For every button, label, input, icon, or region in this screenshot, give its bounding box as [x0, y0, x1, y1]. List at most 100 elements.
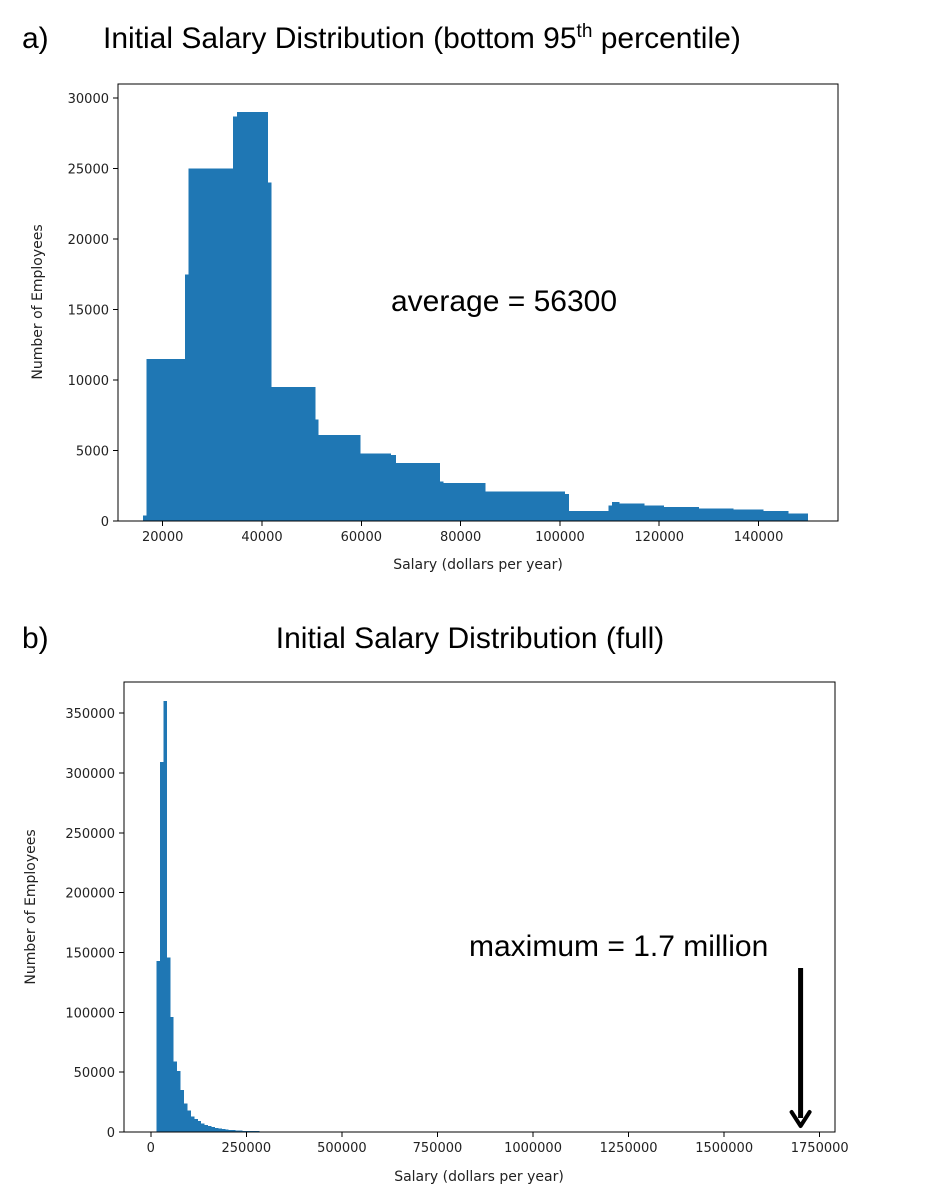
y-tick-label: 350000	[65, 707, 115, 722]
histogram-bar	[480, 482, 486, 521]
x-tick-label: 20000	[142, 530, 183, 545]
panel-a-axes-frame	[117, 83, 839, 522]
y-tick-label: 150000	[65, 946, 115, 961]
histogram-bar	[644, 505, 665, 521]
histogram-bar	[242, 1130, 251, 1132]
y-tick-label: 250000	[65, 827, 115, 842]
histogram-bar	[197, 1121, 202, 1132]
panel-b: b) Initial Salary Distribution (full) 0 2…	[22, 622, 849, 1185]
panel-a-title-main: Initial Salary Distribution (bottom 95	[103, 22, 577, 55]
panel-b-axes-frame	[123, 681, 836, 1133]
histogram-bar	[664, 506, 699, 521]
histogram-bar	[208, 1126, 212, 1132]
histogram-bar	[214, 1127, 219, 1132]
panel-b-y-ticks: 0 50000 100000 150000 200000 250000 300000 3500…	[65, 707, 124, 1141]
y-tick-label: 25000	[68, 163, 109, 178]
histogram-bar	[147, 358, 186, 521]
x-tick-label: 500000	[317, 1141, 367, 1156]
histogram-bar	[204, 1124, 209, 1132]
histogram-bar	[190, 1116, 195, 1132]
panel-b-x-ticks: 0 250000 500000 750000 1000000 1250000 1500000…	[147, 1132, 849, 1156]
y-tick-label: 0	[101, 515, 109, 530]
histogram-bar	[228, 1129, 233, 1132]
x-tick-label: 1500000	[695, 1141, 753, 1156]
y-tick-label: 200000	[65, 887, 115, 902]
panel-a-title: Initial Salary Distribution (bottom 95th…	[103, 21, 741, 55]
y-tick-label: 10000	[68, 374, 109, 389]
histogram-bar	[185, 274, 189, 521]
x-tick-label: 60000	[341, 530, 382, 545]
histogram-bar	[568, 511, 609, 521]
x-tick-label: 120000	[634, 530, 684, 545]
y-tick-label: 50000	[74, 1066, 115, 1081]
histogram-bar	[360, 453, 392, 521]
y-tick-label: 0	[107, 1126, 115, 1141]
histogram-bar	[166, 957, 171, 1132]
histogram-bar	[156, 960, 160, 1132]
histogram-bar	[188, 168, 223, 521]
histogram-bar	[271, 387, 316, 521]
histogram-bar	[619, 503, 645, 521]
x-tick-label: 100000	[535, 530, 585, 545]
histogram-bar	[187, 1110, 191, 1132]
histogram-bar	[232, 1130, 236, 1132]
panel-a-y-ticks: 0 5000 10000 15000 20000 25000 30000	[68, 92, 118, 530]
histogram-bar	[267, 182, 272, 521]
histogram-bar	[564, 494, 569, 521]
histogram-bar	[698, 508, 734, 521]
histogram-bar	[146, 358, 148, 521]
panel-a-label: a)	[22, 22, 49, 55]
histogram-bar	[142, 515, 147, 521]
y-tick-label: 100000	[65, 1006, 115, 1021]
histogram-bar	[173, 1061, 178, 1132]
y-tick-label: 300000	[65, 767, 115, 782]
histogram-bar	[201, 1123, 205, 1132]
histogram-bar	[233, 116, 238, 522]
histogram-bar	[763, 511, 789, 521]
histogram-bar	[391, 454, 397, 521]
histogram-bar	[788, 513, 809, 521]
x-tick-label: 40000	[241, 530, 282, 545]
panel-b-bars	[156, 701, 260, 1132]
histogram-bar	[211, 1127, 215, 1132]
histogram-bar	[237, 112, 268, 521]
panel-b-maximum-annotation: maximum = 1.7 million	[469, 930, 768, 963]
y-tick-label: 15000	[68, 304, 109, 319]
histogram-bar	[396, 463, 440, 521]
histogram-bar	[225, 1129, 229, 1132]
panel-a-y-axis-label: Number of Employees	[30, 224, 46, 379]
panel-a-title-superscript: th	[577, 21, 593, 42]
panel-b-label: b)	[22, 622, 49, 655]
histogram-bar	[485, 491, 565, 521]
panel-b-title: Initial Salary Distribution (full)	[276, 622, 664, 655]
maximum-arrow-head	[789, 1110, 812, 1128]
panel-a-bars	[142, 112, 809, 522]
histogram-bar	[235, 1130, 243, 1132]
y-tick-label: 5000	[76, 445, 109, 460]
histogram-bar	[315, 419, 319, 521]
histogram-bar	[170, 1017, 174, 1132]
histogram-bar	[733, 509, 764, 521]
histogram-bar	[608, 505, 613, 521]
histogram-bar	[184, 1103, 188, 1132]
panel-a-title-end: percentile)	[592, 22, 740, 55]
histogram-bar	[180, 1090, 185, 1132]
histogram-bar	[318, 435, 361, 521]
histogram-bar	[443, 482, 481, 521]
y-tick-label: 30000	[68, 92, 109, 107]
x-tick-label: 140000	[734, 530, 784, 545]
x-tick-label: 750000	[413, 1141, 463, 1156]
y-tick-label: 20000	[68, 233, 109, 248]
histogram-bar	[612, 501, 620, 521]
panel-b-y-axis-label: Number of Employees	[23, 829, 39, 984]
x-tick-label: 1750000	[791, 1141, 849, 1156]
x-tick-label: 80000	[440, 530, 481, 545]
x-tick-label: 250000	[222, 1141, 272, 1156]
x-tick-label: 1250000	[600, 1141, 658, 1156]
panel-a-average-annotation: average = 56300	[391, 285, 617, 318]
histogram-bar	[439, 481, 444, 521]
histogram-bar	[221, 1129, 226, 1132]
histogram-bar	[218, 1128, 222, 1132]
panel-b-x-axis-label: Salary (dollars per year)	[394, 1169, 564, 1185]
